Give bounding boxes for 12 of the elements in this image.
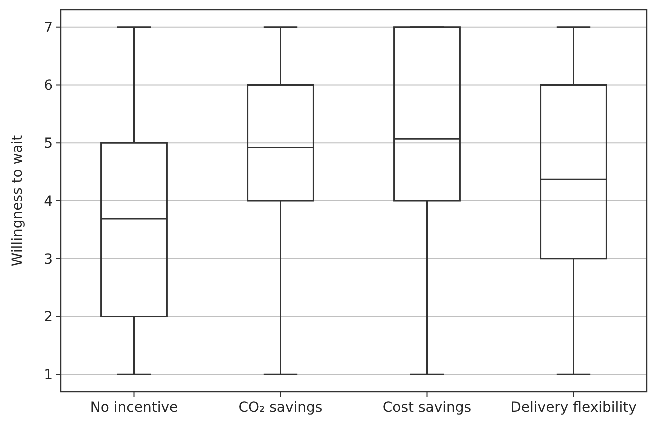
x-tick-label: Cost savings: [382, 400, 472, 416]
y-tick-label: 6: [44, 78, 54, 94]
y-tick-label: 5: [44, 136, 53, 152]
x-tick-label: No incentive: [90, 400, 178, 416]
x-tick-label: Delivery flexibility: [510, 400, 637, 416]
x-tick-label: CO₂ savings: [238, 400, 323, 416]
y-axis-title: Willingness to wait: [10, 134, 26, 267]
y-tick-label: 3: [44, 252, 53, 268]
y-tick-label: 2: [44, 310, 53, 326]
y-tick-label: 7: [44, 20, 53, 36]
y-tick-label: 4: [44, 194, 54, 210]
y-tick-label: 1: [44, 368, 53, 384]
